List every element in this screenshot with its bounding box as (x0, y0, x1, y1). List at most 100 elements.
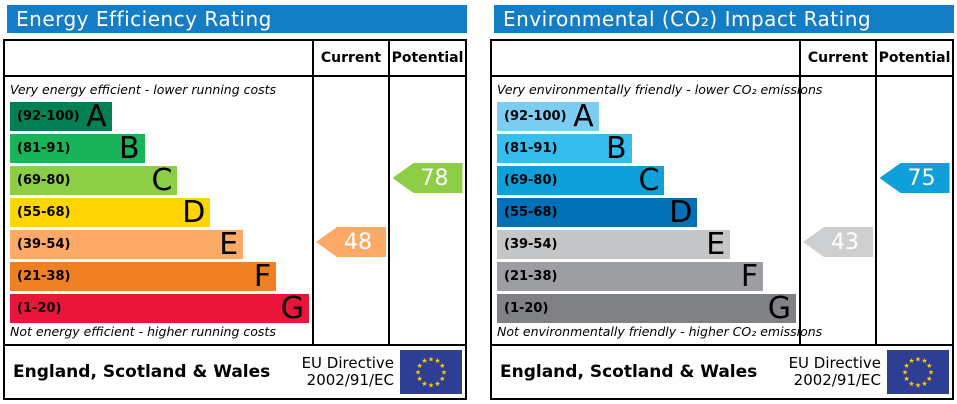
table-header-row: Current Potential (492, 41, 952, 77)
rating-body: Very environmentally friendly - lower CO… (492, 77, 952, 344)
band-letter: F (740, 259, 759, 294)
band-a: (92-100) A (10, 99, 112, 134)
band-bars: (92-100) A (81-91) B (69-80) C (55-68) D (39… (497, 99, 796, 326)
band-letter: G (280, 291, 304, 326)
potential-rating-value: 78 (420, 165, 449, 191)
band-letter: F (253, 259, 272, 294)
band-range: (81-91) (504, 141, 558, 156)
band-letter: A (573, 99, 594, 134)
header-spacer (492, 41, 799, 75)
band-g: (1-20) G (10, 291, 309, 326)
potential-value-column: 78 (388, 77, 465, 344)
band-f: (21-38) F (10, 259, 277, 294)
table-header-row: Current Potential (5, 41, 465, 77)
band-letter: C (151, 163, 173, 198)
svg-text:★: ★ (434, 357, 440, 365)
svg-text:★: ★ (921, 357, 927, 365)
caption-top: Very environmentally friendly - lower CO… (497, 82, 823, 97)
potential-rating-value: 75 (907, 165, 936, 191)
current-value-column: 48 (312, 77, 388, 344)
band-range: (21-38) (17, 269, 71, 284)
band-bars: (92-100) A (81-91) B (69-80) C (55-68) D (39… (10, 99, 309, 326)
band-letter: D (669, 195, 693, 230)
potential-rating-arrow: 78 (392, 163, 463, 193)
band-range: (55-68) (504, 205, 558, 220)
band-range: (92-100) (17, 109, 80, 124)
potential-value-column: 75 (875, 77, 952, 344)
caption-bottom: Not environmentally friendly - higher CO… (497, 324, 823, 339)
svg-text:★: ★ (926, 375, 932, 383)
eu-directive-label: EU Directive 2002/91/EC (788, 353, 887, 390)
band-letter: G (767, 291, 791, 326)
band-e: (39-54) E (10, 227, 244, 262)
svg-text:★: ★ (908, 380, 914, 388)
band-letter: E (219, 227, 239, 262)
current-column-header: Current (312, 41, 388, 75)
svg-text:★: ★ (908, 357, 914, 365)
current-rating-value: 43 (831, 229, 859, 255)
band-b: (81-91) B (10, 131, 145, 166)
eu-flag-icon: ★ ★★ ★★★ ★★★ ★★★ (887, 350, 949, 394)
svg-text:★: ★ (904, 375, 910, 383)
svg-text:★: ★ (921, 380, 927, 388)
band-range: (69-80) (504, 173, 558, 188)
header-spacer (5, 41, 312, 75)
svg-text:★: ★ (441, 369, 447, 377)
current-value-column: 43 (799, 77, 875, 344)
band-letter: D (182, 195, 206, 230)
panel-title: Environmental (CO₂) Impact Rating (494, 5, 954, 33)
band-range: (1-20) (504, 301, 549, 316)
svg-text:★: ★ (434, 380, 440, 388)
region-label: England, Scotland & Wales (500, 362, 758, 382)
svg-text:★: ★ (915, 356, 921, 364)
band-range: (1-20) (17, 301, 62, 316)
band-range: (69-80) (17, 173, 71, 188)
current-column-header: Current (799, 41, 875, 75)
svg-text:★: ★ (421, 357, 427, 365)
svg-text:★: ★ (428, 382, 434, 390)
eu-directive-line2: 2002/91/EC (306, 371, 394, 389)
band-d: (55-68) D (10, 195, 211, 230)
rating-body: Very energy efficient - lower running co… (5, 77, 465, 344)
band-letter: B (118, 131, 140, 166)
table-footer: England, Scotland & Wales EU Directive 2… (5, 344, 465, 398)
band-range: (39-54) (17, 237, 71, 252)
current-rating-arrow: 43 (803, 227, 873, 257)
svg-text:★: ★ (904, 362, 910, 370)
potential-rating-arrow: 75 (879, 163, 950, 193)
current-rating-arrow: 48 (316, 227, 386, 257)
rating-table: Current Potential Very environmentally f… (490, 39, 954, 400)
eu-flag-icon: ★ ★★ ★★★ ★★★ ★★★ (400, 350, 462, 394)
band-d: (55-68) D (497, 195, 698, 230)
band-c: (69-80) C (10, 163, 178, 198)
band-e: (39-54) E (497, 227, 731, 262)
band-chart: Very environmentally friendly - lower CO… (492, 77, 823, 344)
band-g: (1-20) G (497, 291, 796, 326)
band-letter: C (638, 163, 660, 198)
eu-directive-line1: EU Directive (788, 353, 881, 372)
band-letter: B (605, 131, 627, 166)
panel-title: Energy Efficiency Rating (7, 5, 467, 33)
svg-text:★: ★ (928, 369, 934, 377)
svg-text:★: ★ (417, 375, 423, 383)
caption-top: Very energy efficient - lower running co… (10, 82, 277, 97)
svg-text:★: ★ (421, 380, 427, 388)
svg-text:★: ★ (439, 375, 445, 383)
band-range: (92-100) (504, 109, 567, 124)
band-letter: A (86, 99, 107, 134)
band-a: (92-100) A (497, 99, 599, 134)
region-label: England, Scotland & Wales (13, 362, 271, 382)
svg-text:★: ★ (902, 369, 908, 377)
eu-directive-line1: EU Directive (301, 353, 394, 372)
rating-table: Current Potential Very energy efficient … (3, 39, 467, 400)
potential-column-header: Potential (388, 41, 465, 75)
band-b: (81-91) B (497, 131, 632, 166)
band-letter: E (706, 227, 726, 262)
svg-text:★: ★ (417, 362, 423, 370)
environmental-impact-panel: Environmental (CO₂) Impact Rating Curren… (490, 0, 954, 400)
svg-text:★: ★ (415, 369, 421, 377)
svg-text:★: ★ (428, 356, 434, 364)
svg-text:★: ★ (926, 362, 932, 370)
band-range: (39-54) (504, 237, 558, 252)
band-range: (55-68) (17, 205, 71, 220)
